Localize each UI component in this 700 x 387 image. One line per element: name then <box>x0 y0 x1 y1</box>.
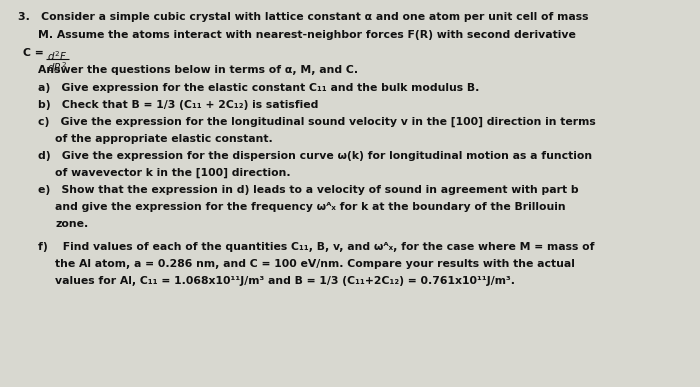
Text: C =: C = <box>23 48 43 58</box>
Text: of wavevector k in the [100] direction.: of wavevector k in the [100] direction. <box>55 168 290 178</box>
Text: $d^2F$: $d^2F$ <box>47 49 67 63</box>
Text: 3.   Consider a simple cubic crystal with lattice constant α and one atom per un: 3. Consider a simple cubic crystal with … <box>18 12 589 22</box>
Text: and give the expression for the frequency ωᴬₓ for k at the boundary of the Brill: and give the expression for the frequenc… <box>55 202 566 212</box>
Text: $dR^2$: $dR^2$ <box>47 60 67 74</box>
Text: values for Al, C₁₁ = 1.068x10¹¹J/m³ and B = 1/3 (C₁₁+2C₁₂) = 0.761x10¹¹J/m³.: values for Al, C₁₁ = 1.068x10¹¹J/m³ and … <box>55 276 515 286</box>
Text: the Al atom, a = 0.286 nm, and C = 100 eV/nm. Compare your results with the actu: the Al atom, a = 0.286 nm, and C = 100 e… <box>55 259 575 269</box>
Text: of the appropriate elastic constant.: of the appropriate elastic constant. <box>55 134 273 144</box>
Text: zone.: zone. <box>55 219 88 229</box>
Text: a)   Give expression for the elastic constant C₁₁ and the bulk modulus B.: a) Give expression for the elastic const… <box>38 83 480 93</box>
Text: b)   Check that B = 1/3 (C₁₁ + 2C₁₂) is satisfied: b) Check that B = 1/3 (C₁₁ + 2C₁₂) is sa… <box>38 100 318 110</box>
Text: d)   Give the expression for the dispersion curve ω(k) for longitudinal motion a: d) Give the expression for the dispersio… <box>38 151 592 161</box>
Text: e)   Show that the expression in d) leads to a velocity of sound in agreement wi: e) Show that the expression in d) leads … <box>38 185 579 195</box>
Text: Answer the questions below in terms of α, M, and C.: Answer the questions below in terms of α… <box>38 65 358 75</box>
Text: M. Assume the atoms interact with nearest-neighbor forces F(R) with second deriv: M. Assume the atoms interact with neares… <box>38 30 576 40</box>
Text: f)    Find values of each of the quantities C₁₁, B, v, and ωᴬₓ, for the case whe: f) Find values of each of the quantities… <box>38 242 594 252</box>
Text: c)   Give the expression for the longitudinal sound velocity v in the [100] dire: c) Give the expression for the longitudi… <box>38 117 596 127</box>
